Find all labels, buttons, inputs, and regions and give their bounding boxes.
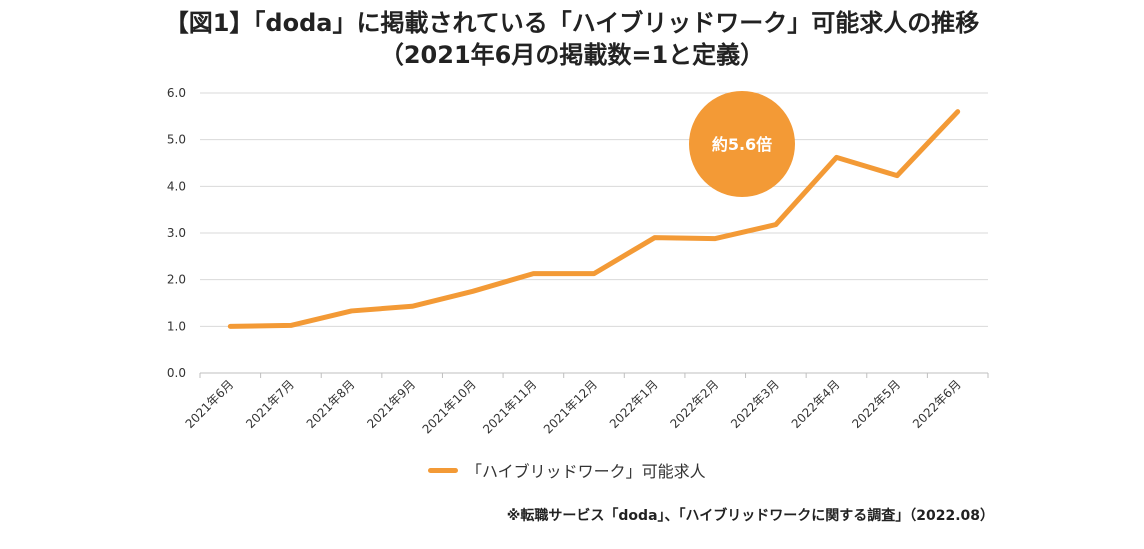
x-tick-label: 2022年5月	[849, 377, 903, 431]
x-tick-label: 2022年1月	[607, 377, 661, 431]
legend-swatch	[428, 467, 458, 473]
legend-label: 「ハイブリッドワーク」可能求人	[466, 462, 706, 481]
y-tick-label: 2.0	[167, 273, 186, 287]
x-tick-label: 2021年12月	[541, 377, 600, 436]
annotation-label: 約5.6倍	[712, 135, 772, 154]
x-tick-label: 2021年10月	[420, 377, 479, 436]
series-line	[227, 109, 961, 329]
y-tick-label: 1.0	[167, 319, 186, 333]
chart-title-line1: 【図1】「doda」に掲載されている「ハイブリッドワーク」可能求人の推移	[164, 9, 980, 37]
x-tick-label: 2021年8月	[304, 377, 358, 431]
x-tick-label: 2022年6月	[910, 377, 964, 431]
x-tick-label: 2021年9月	[364, 377, 418, 431]
y-tick-label: 0.0	[167, 366, 186, 380]
y-tick-label: 4.0	[167, 179, 186, 193]
x-tick-label: 2021年7月	[243, 377, 297, 431]
x-tick-label: 2022年3月	[728, 377, 782, 431]
y-tick-label: 5.0	[167, 133, 186, 147]
x-tick-label: 2021年6月	[183, 377, 237, 431]
y-tick-label: 3.0	[167, 226, 186, 240]
annotation-bubble	[689, 91, 795, 197]
x-tick-label: 2021年11月	[480, 377, 539, 436]
x-tick-label: 2022年4月	[789, 377, 843, 431]
y-tick-label: 6.0	[167, 86, 186, 100]
source-note: ※転職サービス「doda」、「ハイブリッドワークに関する調査」（2022.08）	[506, 508, 994, 524]
x-tick-label: 2022年2月	[667, 377, 721, 431]
chart-title-line2: （2021年6月の掲載数=1と定義）	[379, 41, 765, 69]
legend: 「ハイブリッドワーク」可能求人	[428, 458, 706, 482]
